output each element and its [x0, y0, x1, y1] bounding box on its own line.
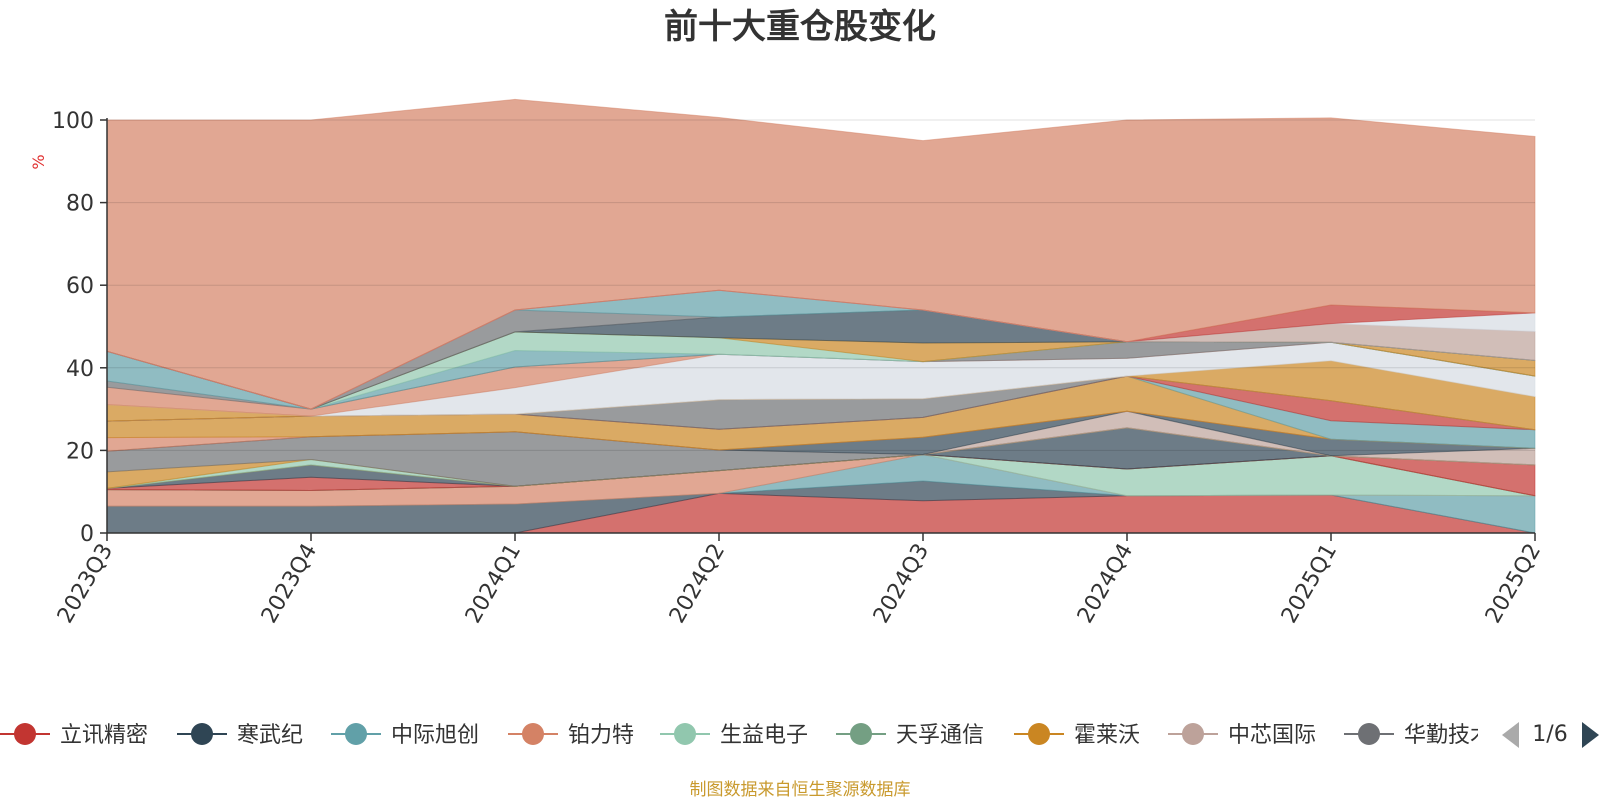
y-axis-unit: %	[29, 154, 48, 169]
legend-item[interactable]: 中际旭创	[331, 723, 479, 748]
legend-page-indicator: 1/6	[1532, 722, 1567, 747]
legend-item[interactable]: 立讯精密	[0, 723, 148, 748]
legend-marker	[522, 723, 544, 745]
legend-marker	[674, 723, 696, 745]
legend-label: 生益电子	[720, 723, 808, 748]
x-tick-label: 2024Q1	[461, 540, 526, 628]
legend-item[interactable]: 铂力特	[508, 723, 634, 748]
legend-label: 中际旭创	[391, 723, 479, 748]
area-series-group	[106, 98, 1536, 534]
x-tick-label: 2025Q2	[1481, 540, 1546, 628]
legend-items: 立讯精密 寒武纪 中际旭创 铂力特 生益电子 天孚通信 霍莱沃 中芯国际 华勤技术	[0, 723, 1492, 748]
chart-title: 前十大重仓股变化	[664, 7, 936, 47]
y-tick-label: 0	[80, 522, 94, 547]
legend-label: 中芯国际	[1228, 723, 1316, 748]
legend-label: 立讯精密	[60, 723, 148, 748]
area-series-37	[106, 98, 1536, 410]
legend-item[interactable]: 生益电子	[660, 723, 808, 748]
x-tick-label: 2023Q4	[257, 540, 322, 628]
legend-prev-icon[interactable]	[1502, 722, 1519, 748]
legend-label: 霍莱沃	[1074, 723, 1140, 748]
data-source-note: 制图数据来自恒生聚源数据库	[690, 780, 911, 800]
legend-item[interactable]: 霍莱沃	[1014, 723, 1140, 748]
legend-marker	[1358, 723, 1380, 745]
y-tick-label: 40	[66, 357, 94, 382]
legend-item[interactable]: 中芯国际	[1168, 723, 1316, 748]
legend-marker	[191, 723, 213, 745]
legend-next-icon[interactable]	[1582, 722, 1599, 748]
y-tick-label: 60	[66, 274, 94, 299]
legend-marker	[1182, 723, 1204, 745]
legend-item[interactable]: 寒武纪	[177, 723, 303, 748]
legend-marker	[1028, 723, 1050, 745]
legend-item[interactable]: 华勤技术	[1344, 723, 1492, 748]
legend-label: 天孚通信	[896, 723, 984, 748]
x-tick-label: 2025Q1	[1277, 540, 1342, 628]
x-tick-label: 2024Q2	[665, 540, 730, 628]
legend-label: 华勤技术	[1404, 723, 1492, 748]
legend-label: 寒武纪	[237, 723, 303, 748]
x-tick-label: 2024Q4	[1073, 540, 1138, 628]
y-tick-label: 100	[52, 109, 94, 134]
legend-marker	[850, 723, 872, 745]
legend-item[interactable]: 天孚通信	[836, 723, 984, 748]
legend-marker	[345, 723, 367, 745]
x-tick-label: 2024Q3	[869, 540, 934, 628]
legend-marker	[14, 723, 36, 745]
y-tick-label: 80	[66, 192, 94, 217]
gridlines	[107, 119, 1535, 451]
legend-label: 铂力特	[568, 723, 634, 748]
x-tick-label: 2023Q3	[53, 540, 118, 628]
legend: 立讯精密 寒武纪 中际旭创 铂力特 生益电子 天孚通信 霍莱沃 中芯国际 华勤技术 1/6	[0, 722, 1599, 748]
y-tick-label: 20	[66, 439, 94, 464]
